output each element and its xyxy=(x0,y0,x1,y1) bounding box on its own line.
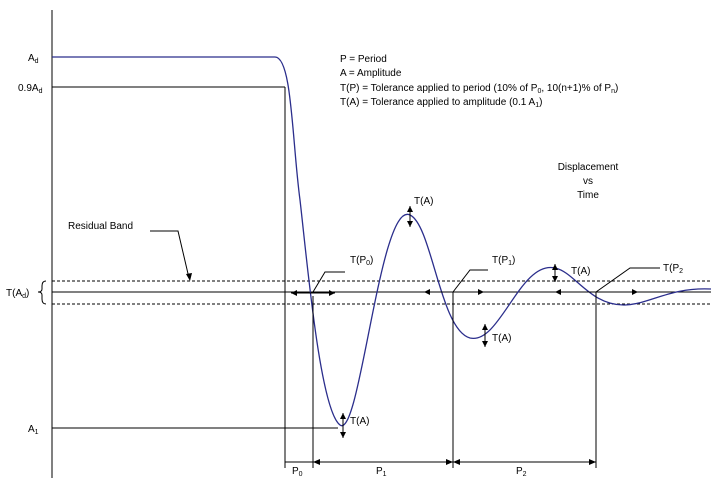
p1-dimension xyxy=(313,459,453,465)
legend-line-3: T(P) = Tolerance applied to period (10% … xyxy=(340,83,618,95)
ta-arrow-peak1 xyxy=(407,206,413,227)
title-line-3: Time xyxy=(577,190,599,201)
t-ad-brace xyxy=(37,280,47,305)
label-ta-peak2: T(A) xyxy=(571,266,590,277)
ta-arrow-trough2 xyxy=(482,324,488,347)
label-ta-peak1: T(A) xyxy=(414,196,433,207)
label-tp0: T(P0) xyxy=(350,255,373,267)
label-t-ad: T(Ad) xyxy=(6,288,29,300)
label-ta-trough2: T(A) xyxy=(492,333,511,344)
label-tp1: T(P1) xyxy=(492,255,515,267)
legend-line-4: T(A) = Tolerance applied to amplitude (0… xyxy=(340,97,542,109)
title-line-2: vs xyxy=(583,176,593,187)
tp1-tolerance-arrow xyxy=(424,289,484,295)
label-p2: P2 xyxy=(516,466,527,478)
label-p1: P1 xyxy=(376,466,387,478)
tp0-tolerance-arrow xyxy=(291,290,335,296)
title-line-1: Displacement xyxy=(558,162,619,173)
displacement-curve xyxy=(52,56,711,426)
legend-line-2: A = Amplitude xyxy=(340,68,402,79)
label-tp2: T(P2 xyxy=(663,263,683,275)
ta-arrow-trough1 xyxy=(340,413,346,438)
label-residual-band: Residual Band xyxy=(68,221,133,232)
residual-band-leader xyxy=(150,230,192,281)
label-09ad: 0.9Ad xyxy=(18,83,43,95)
diagram-title: Displacement vs Time xyxy=(558,162,619,201)
label-p0: P0 xyxy=(292,466,303,478)
label-a1: A1 xyxy=(28,424,39,436)
label-ta-trough1: T(A) xyxy=(350,416,369,427)
tp2-leader xyxy=(595,267,660,293)
p2-dimension xyxy=(453,459,596,465)
tp0-leader xyxy=(312,271,345,293)
tp1-leader xyxy=(452,269,488,293)
legend-line-1: P = Period xyxy=(340,54,387,65)
label-ad: Ad xyxy=(28,53,39,65)
legend: P = Period A = Amplitude T(P) = Toleranc… xyxy=(340,54,618,109)
ta-arrow-peak2 xyxy=(552,264,558,282)
